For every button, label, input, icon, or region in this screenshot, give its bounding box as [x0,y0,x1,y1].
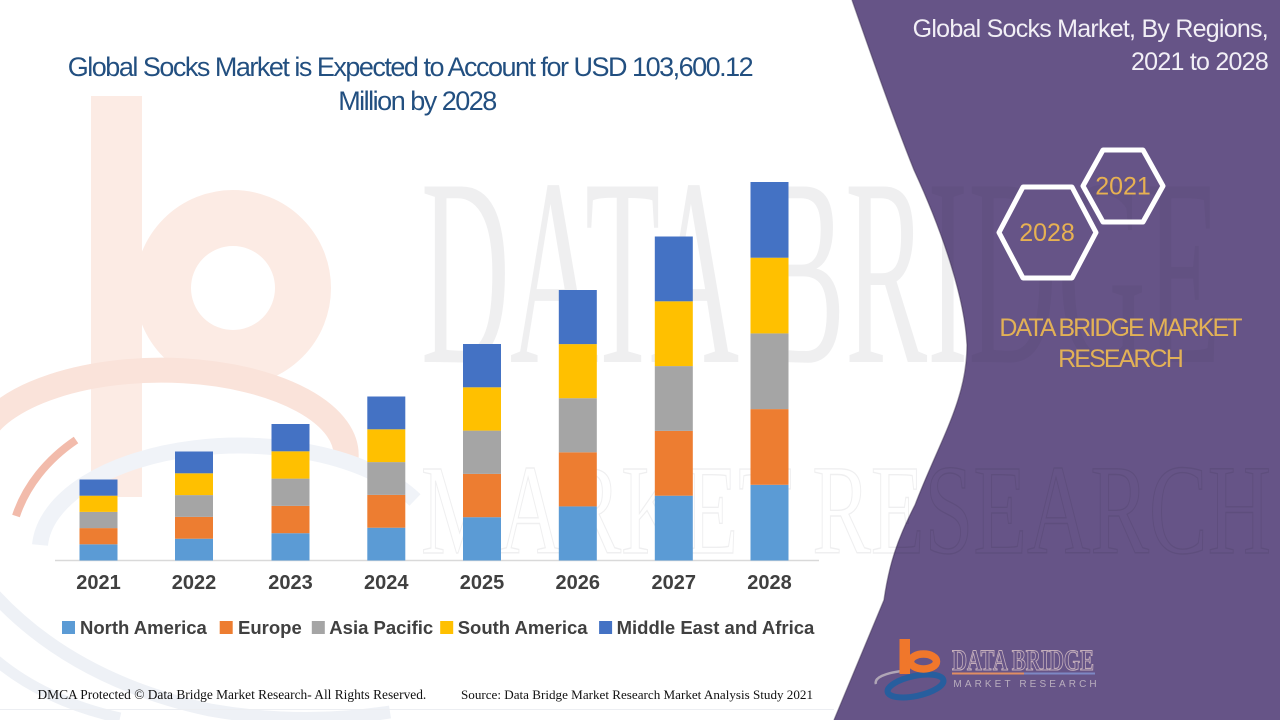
svg-text:2021: 2021 [76,572,121,594]
svg-text:Global Socks Market is Expecte: Global Socks Market is Expected to Accou… [68,52,753,82]
svg-text:Million by 2028: Million by 2028 [338,86,496,116]
svg-text:2028: 2028 [1019,219,1075,247]
svg-text:2021: 2021 [1095,173,1151,201]
svg-text:2021 to 2028: 2021 to 2028 [1131,48,1268,76]
svg-text:North America: North America [80,617,208,638]
svg-text:2024: 2024 [364,572,409,594]
svg-text:DMCA Protected © Data Bridge M: DMCA Protected © Data Bridge Market Rese… [38,687,427,702]
svg-text:2022: 2022 [172,572,217,594]
svg-text:DATA BRIDGE: DATA BRIDGE [952,644,1094,677]
svg-text:Asia Pacific: Asia Pacific [329,617,433,638]
svg-text:2023: 2023 [268,572,313,594]
svg-text:2025: 2025 [460,572,505,594]
svg-text:MARKET RESEARCH: MARKET RESEARCH [953,679,1099,690]
svg-text:2027: 2027 [652,572,697,594]
svg-text:Global Socks Market, By Region: Global Socks Market, By Regions, [913,15,1268,43]
svg-text:2028: 2028 [747,572,792,594]
svg-text:DATA BRIDGE MARKET: DATA BRIDGE MARKET [999,314,1242,342]
svg-text:2026: 2026 [556,572,601,594]
svg-text:Source: Data Bridge Market Res: Source: Data Bridge Market Research Mark… [461,687,813,702]
svg-text:South America: South America [458,617,589,638]
svg-text:Middle East and Africa: Middle East and Africa [617,617,815,638]
svg-text:Europe: Europe [238,617,302,638]
svg-text:RESEARCH: RESEARCH [1058,345,1183,373]
